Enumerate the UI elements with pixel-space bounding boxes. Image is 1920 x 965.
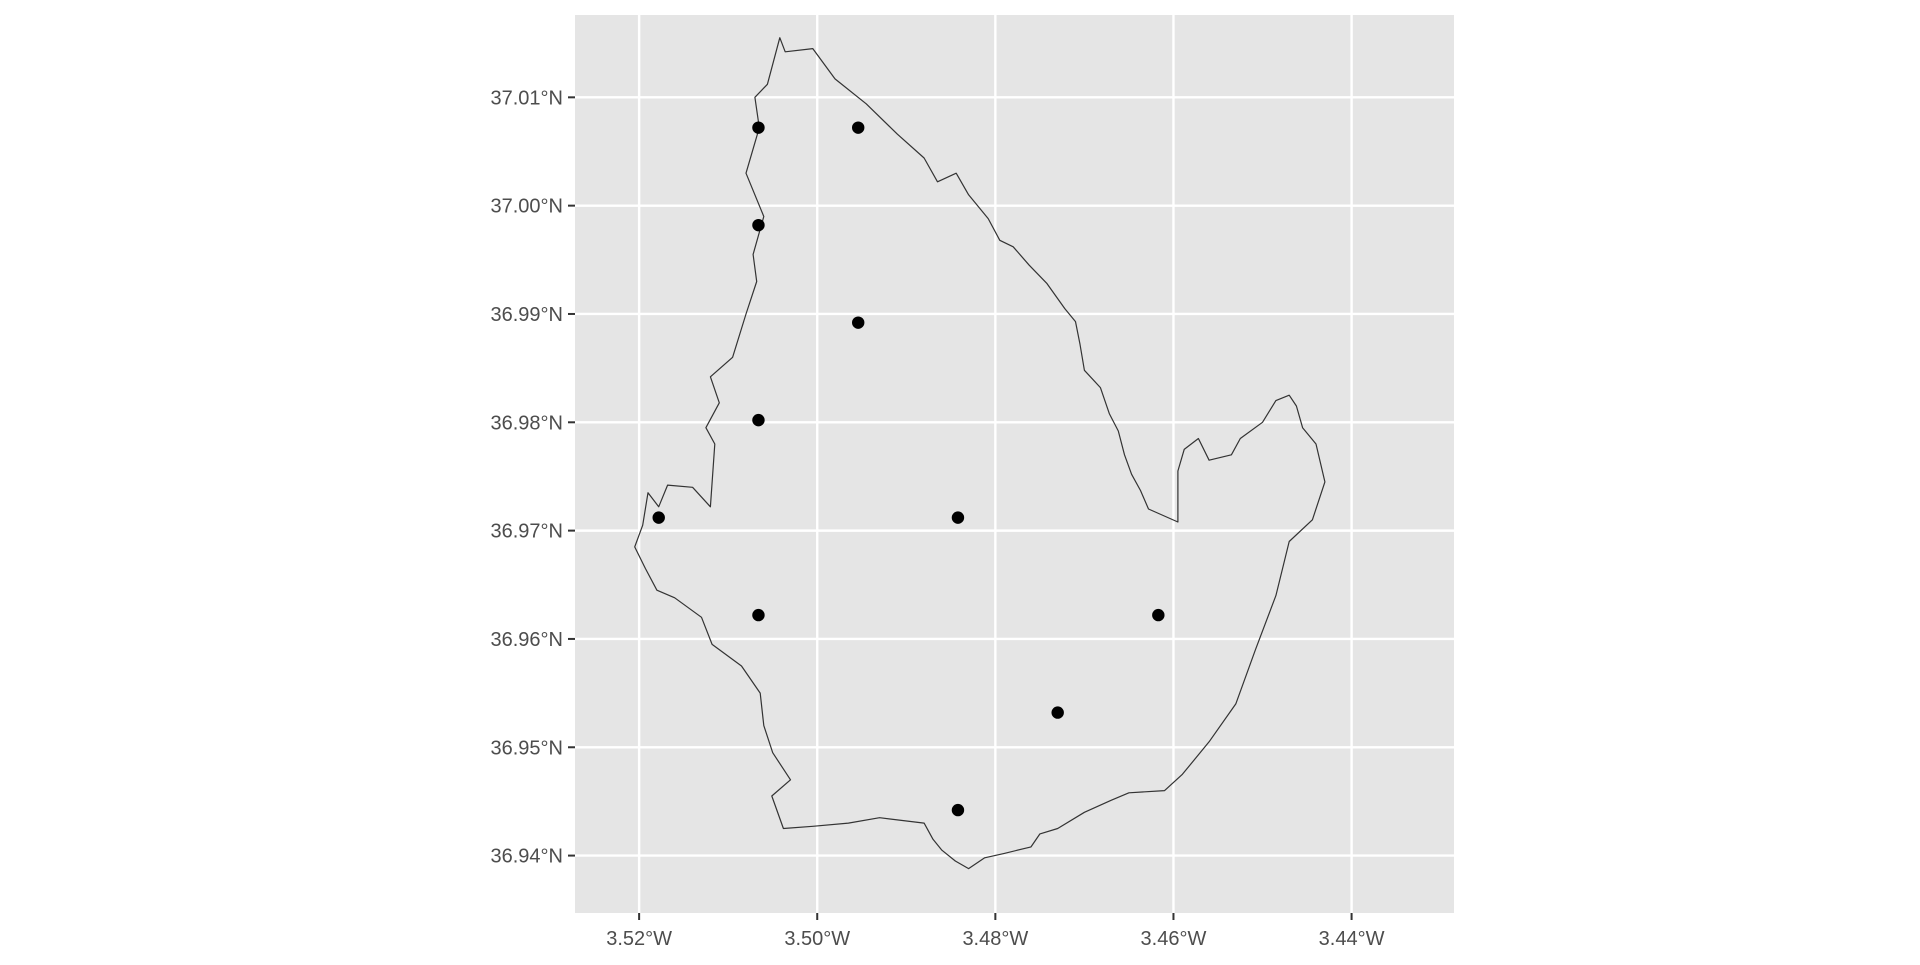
data-point: [852, 316, 865, 329]
data-point: [752, 608, 765, 622]
data-point: [752, 218, 765, 232]
y-tick-label: 36.98°N: [491, 412, 564, 434]
x-axis: 3.52°W 3.50°W 3.48°W 3.46°W 3.44°W: [606, 913, 1385, 950]
x-tick-label: 3.46°W: [1141, 928, 1207, 950]
data-point: [1051, 706, 1064, 719]
x-tick-label: 3.48°W: [962, 928, 1028, 950]
data-point: [852, 121, 865, 134]
x-tick-label: 3.50°W: [784, 928, 850, 950]
data-point: [951, 803, 965, 817]
coastline-path: [634, 37, 1326, 870]
points-layer: [652, 121, 1165, 817]
gridlines: [575, 15, 1454, 913]
y-tick-label: 36.96°N: [491, 629, 564, 651]
data-point: [752, 121, 765, 134]
data-point: [752, 413, 765, 427]
x-tick-label: 3.44°W: [1319, 928, 1385, 950]
y-tick-label: 36.99°N: [491, 304, 564, 326]
data-point: [652, 511, 665, 524]
y-tick-label: 37.00°N: [491, 196, 564, 218]
data-point: [951, 511, 965, 524]
y-axis: 37.01°N 37.00°N 36.99°N 36.98°N 36.97°N 36.96…: [491, 87, 575, 868]
x-tick-label: 3.52°W: [606, 928, 672, 950]
y-tick-label: 36.95°N: [491, 737, 564, 759]
y-tick-label: 36.97°N: [491, 521, 564, 543]
y-tick-label: 37.01°N: [491, 87, 564, 109]
coastline-outline: [634, 37, 1326, 870]
y-tick-label: 36.94°N: [491, 846, 564, 868]
panel: [575, 15, 1454, 913]
panel-background: [575, 15, 1454, 913]
data-point: [1152, 608, 1165, 622]
